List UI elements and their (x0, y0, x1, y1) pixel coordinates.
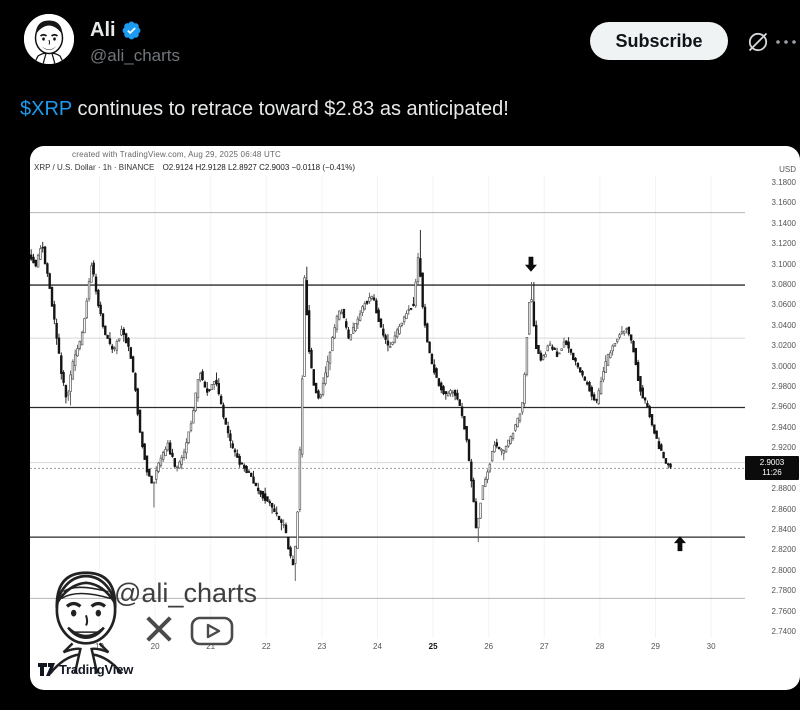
last-price-badge: 2.9003 11:26 (745, 456, 799, 481)
price-tick-label: 2.7400 (771, 626, 796, 636)
ellipsis-glyph (776, 40, 796, 44)
price-tick-label: 2.9800 (771, 382, 796, 392)
watermark-handle: @ali_charts (114, 578, 257, 608)
time-tick-label: 29 (651, 642, 660, 651)
symbol-title: XRP / U.S. Dollar · 1h · BINANCE (34, 163, 155, 172)
price-tick-label: 2.8600 (771, 504, 796, 514)
time-tick-label: 26 (484, 642, 494, 651)
price-tick-label: 3.1400 (771, 218, 796, 228)
price-tick-label: 3.0400 (771, 320, 796, 330)
tradingview-logo: TradingView (38, 662, 133, 677)
price-tick-label: 2.8000 (771, 565, 796, 575)
chart-image[interactable]: created with TradingView.com, Aug 29, 20… (30, 146, 800, 690)
time-tick-label: 21 (206, 642, 216, 651)
x-logo-icon (146, 616, 172, 642)
chart-credit: created with TradingView.com, Aug 29, 20… (72, 150, 282, 159)
price-tick-label: 2.8200 (771, 545, 796, 555)
price-axis-currency: USD (779, 165, 796, 174)
time-tick-label: 25 (428, 642, 438, 651)
candlestick-plot (30, 176, 745, 638)
bar-countdown: 11:26 (762, 468, 782, 478)
cashtag-link[interactable]: $XRP (20, 98, 72, 120)
price-tick-label: 3.1800 (771, 178, 796, 187)
youtube-icon (190, 616, 234, 646)
grok-glyph (748, 32, 768, 52)
tweet-body: continues to retrace toward $2.83 as ant… (71, 98, 509, 120)
time-tick-label: 24 (373, 642, 382, 651)
price-tick-label: 2.8800 (771, 484, 796, 494)
price-tick-label: 3.0800 (771, 280, 796, 290)
price-tick-label: 3.1000 (771, 259, 796, 269)
avatar-face-illustration (24, 14, 74, 64)
chart-symbol-line: XRP / U.S. Dollar · 1h · BINANCE O2.9124… (34, 163, 355, 172)
time-tick-label: 19 (95, 642, 104, 651)
time-tick-label: 28 (595, 642, 605, 651)
tradingview-logo-text: TradingView (59, 662, 134, 677)
time-tick-label: 30 (706, 642, 716, 651)
display-name[interactable]: Ali (90, 19, 116, 41)
price-tick-label: 3.0000 (771, 361, 796, 371)
more-options-icon[interactable] (774, 30, 798, 54)
price-tick-label: 2.8400 (771, 524, 796, 534)
verified-badge-icon (122, 21, 141, 40)
time-tick-label: 22 (261, 642, 271, 651)
time-tick-label: 27 (539, 642, 549, 651)
grok-icon[interactable] (746, 30, 770, 54)
price-tick-label: 2.9400 (771, 422, 796, 432)
time-tick-label: 23 (317, 642, 327, 651)
price-tick-label: 3.1600 (771, 198, 796, 208)
price-tick-label: 3.0200 (771, 341, 796, 351)
subscribe-button[interactable]: Subscribe (590, 22, 728, 60)
price-tick-label: 2.7600 (771, 606, 796, 616)
tradingview-glyph (38, 663, 55, 676)
time-tick-label: 20 (150, 642, 160, 651)
price-tick-label: 3.0600 (771, 300, 796, 310)
tweet-text: $XRP continues to retrace toward $2.83 a… (20, 96, 780, 123)
user-handle[interactable]: @ali_charts (90, 46, 181, 65)
price-tick-label: 2.9200 (771, 443, 796, 453)
ohlc-values: O2.9124 H2.9128 L2.8927 C2.9003 −0.0118 … (162, 163, 356, 172)
price-tick-label: 2.7800 (771, 586, 796, 596)
price-tick-label: 2.9600 (771, 402, 796, 412)
watermark-face-illustration (49, 571, 123, 675)
price-tick-label: 3.1200 (771, 239, 796, 249)
last-price-value: 2.9003 (759, 458, 785, 468)
avatar[interactable] (24, 14, 74, 64)
